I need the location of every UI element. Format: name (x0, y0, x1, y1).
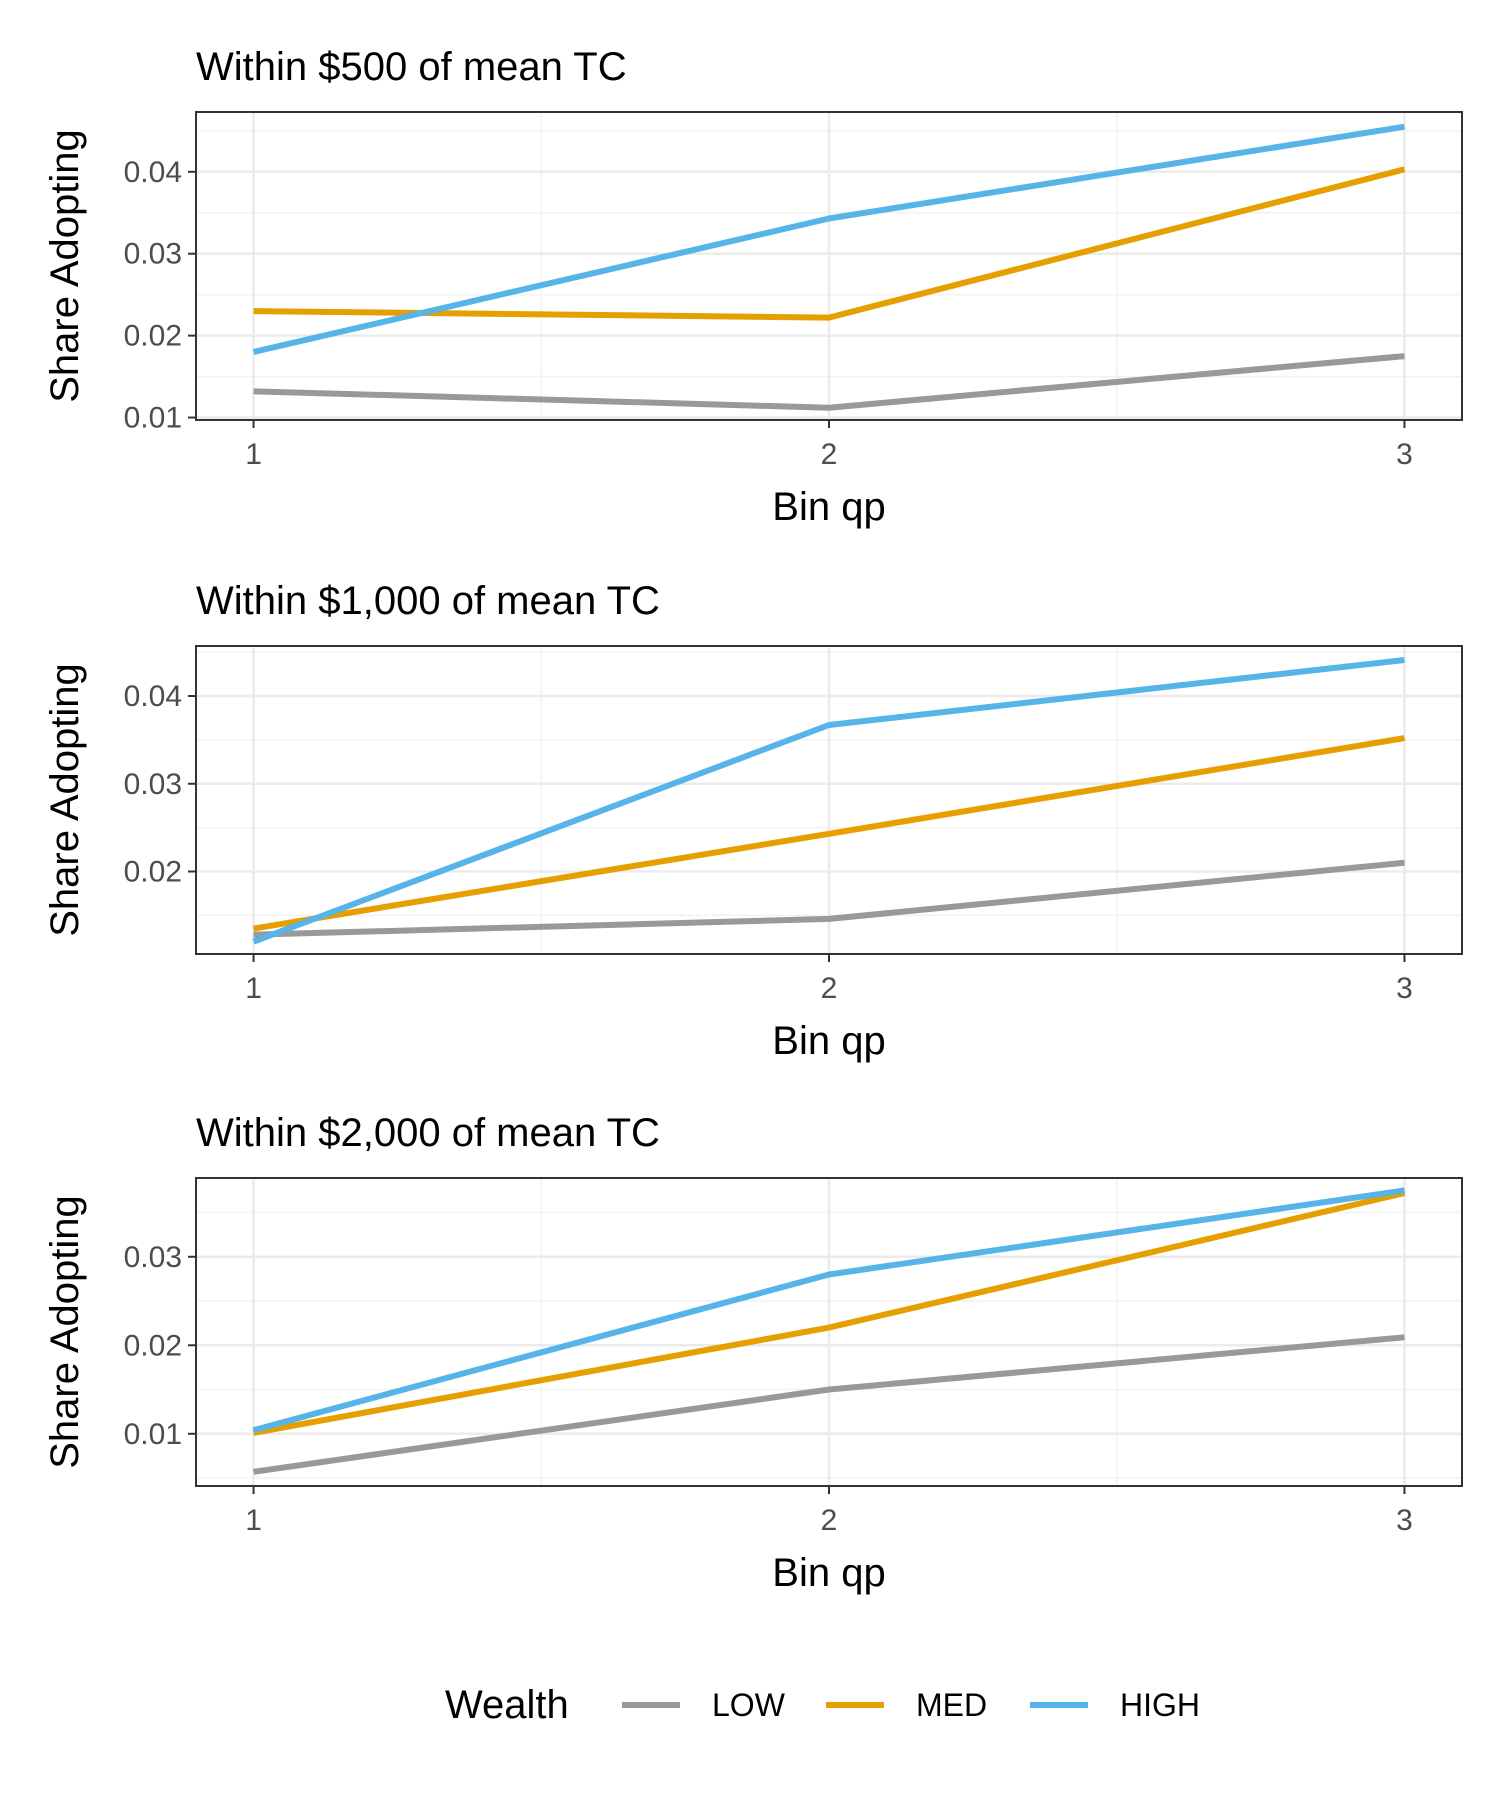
legend-item-med: MED (826, 1687, 987, 1723)
y-tick-label: 0.02 (124, 320, 182, 353)
chart-panel-3: Within $2,000 of mean TC 0.01 0.02 0.03 1 2 3 B… (43, 1111, 1463, 1595)
x-tick-label: 1 (245, 1504, 262, 1537)
y-tick-label: 0.03 (124, 1241, 182, 1274)
x-tick-label: 1 (245, 972, 262, 1005)
x-tick-label: 2 (821, 1504, 838, 1537)
legend-label: MED (916, 1687, 987, 1723)
y-tick-label: 0.01 (124, 402, 182, 435)
series-line-high (252, 123, 1405, 355)
y-tick-label: 0.02 (124, 1329, 182, 1362)
chart-panel-1: Within $500 of mean TC 0.01 0.02 0.03 0.04 1 2… (43, 45, 1463, 529)
series-line-high (252, 1187, 1405, 1434)
panel-border (195, 645, 1463, 955)
y-tick-label: 0.02 (124, 856, 182, 889)
y-axis-title: Share Adopting (43, 1195, 87, 1469)
chart-panel-2: Within $1,000 of mean TC 0.02 0.03 0.04 1 2 3 B… (43, 579, 1463, 1063)
chart-panels: Within $500 of mean TC 0.01 0.02 0.03 0.04 1 2… (43, 45, 1463, 1595)
x-tick-label: 3 (1396, 1504, 1413, 1537)
series-line-med (253, 166, 1406, 321)
legend: Wealth LOW MED HIGH (445, 1683, 1200, 1727)
legend-label: LOW (712, 1687, 786, 1723)
y-axis-title: Share Adopting (43, 129, 87, 403)
series-line-low (253, 859, 1405, 938)
x-tick-label: 2 (821, 972, 838, 1005)
series-line-low (253, 353, 1405, 411)
x-tick-label: 1 (245, 438, 262, 471)
legend-title: Wealth (445, 1683, 569, 1727)
x-axis-title: Bin qp (772, 1019, 885, 1063)
legend-items: LOW MED HIGH (622, 1687, 1200, 1723)
y-tick-label: 0.04 (124, 680, 182, 713)
legend-item-high: HIGH (1030, 1687, 1200, 1723)
series-line-med (252, 1190, 1406, 1436)
y-axis-title: Share Adopting (43, 663, 87, 937)
panel-title: Within $500 of mean TC (196, 45, 627, 89)
panel-border (195, 111, 1463, 421)
y-tick-label: 0.03 (124, 768, 182, 801)
legend-label: HIGH (1120, 1687, 1200, 1723)
x-axis-title: Bin qp (772, 485, 885, 529)
series-line-high (252, 657, 1405, 945)
legend-item-low: LOW (622, 1687, 786, 1723)
x-axis-title: Bin qp (772, 1551, 885, 1595)
panel-title: Within $1,000 of mean TC (196, 579, 660, 623)
panel-border (195, 1177, 1463, 1487)
x-tick-label: 2 (821, 438, 838, 471)
x-tick-label: 3 (1396, 972, 1413, 1005)
series-line-low (253, 1334, 1405, 1475)
y-tick-label: 0.01 (124, 1418, 182, 1451)
y-tick-label: 0.03 (124, 238, 182, 271)
x-tick-label: 3 (1396, 438, 1413, 471)
series-line-med (253, 735, 1405, 932)
y-tick-label: 0.04 (124, 156, 182, 189)
panel-title: Within $2,000 of mean TC (196, 1111, 660, 1155)
